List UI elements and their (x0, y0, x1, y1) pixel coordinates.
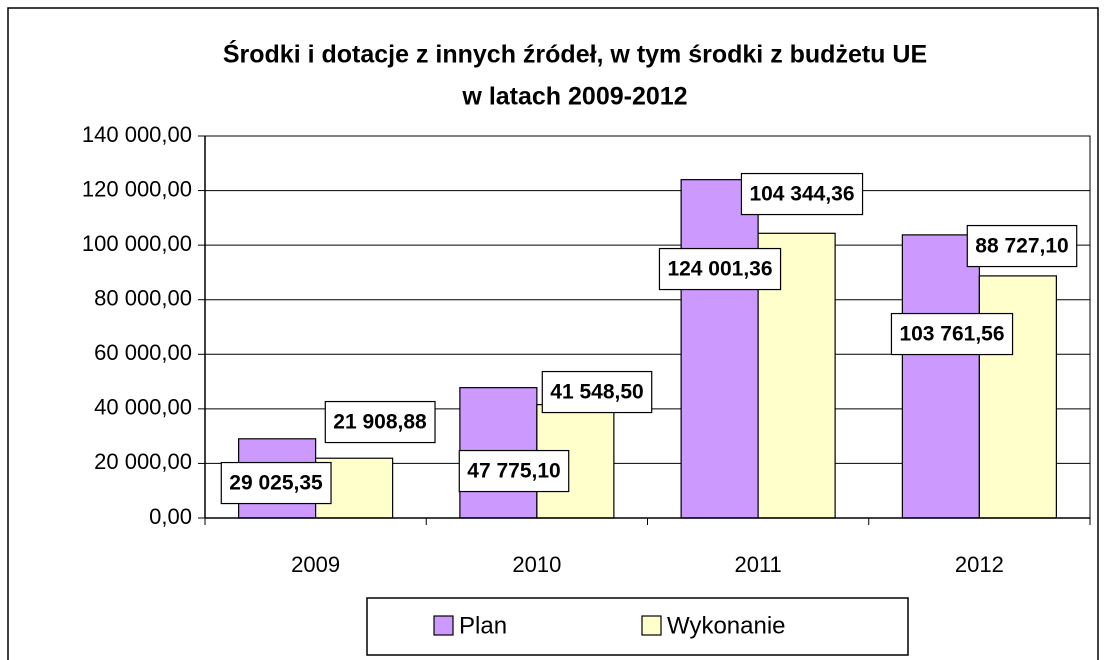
legend-label: Plan (459, 612, 507, 639)
y-tick-label: 60 000,00 (94, 340, 192, 365)
data-label-box (458, 449, 570, 493)
data-label-box (324, 400, 436, 444)
data-label: 47 775,10 (467, 460, 560, 483)
data-label-box (658, 247, 782, 291)
data-label: 29 025,35 (229, 472, 323, 495)
x-tick-label: 2009 (291, 552, 340, 577)
y-tick-label: 40 000,00 (94, 395, 192, 420)
chart-title: Środki i dotacje z innych źródeł, w tym … (223, 39, 927, 69)
data-label: 103 761,56 (899, 323, 1004, 346)
legend-swatch (641, 615, 662, 636)
y-tick-label: 20 000,00 (94, 449, 192, 474)
bar (978, 275, 1057, 519)
x-tick-label: 2010 (512, 552, 561, 577)
data-label-box (541, 370, 653, 414)
data-label: 41 548,50 (550, 381, 643, 404)
y-tick-label: 140 000,00 (82, 122, 192, 147)
y-tick-label: 0,00 (149, 504, 192, 529)
data-label: 21 908,88 (333, 411, 427, 434)
chart-border (7, 7, 1099, 660)
data-label: 104 344,36 (749, 183, 854, 206)
legend-box (366, 597, 909, 656)
y-tick-label: 80 000,00 (94, 286, 192, 311)
data-label-box (220, 461, 332, 505)
x-tick-label: 2012 (955, 552, 1004, 577)
x-tick-label: 2011 (734, 552, 781, 577)
data-label-box (890, 312, 1014, 356)
bar (901, 234, 980, 519)
data-label: 88 727,10 (975, 235, 1068, 258)
chart-title: w latach 2009-2012 (461, 83, 687, 111)
data-label-box (740, 172, 864, 216)
bar (680, 179, 759, 519)
y-tick-label: 120 000,00 (82, 176, 192, 201)
y-tick-label: 100 000,00 (82, 231, 192, 256)
data-label: 124 001,36 (667, 258, 772, 281)
data-label-box (966, 224, 1078, 268)
legend-swatch (433, 615, 454, 636)
legend-label: Wykonanie (667, 612, 786, 639)
